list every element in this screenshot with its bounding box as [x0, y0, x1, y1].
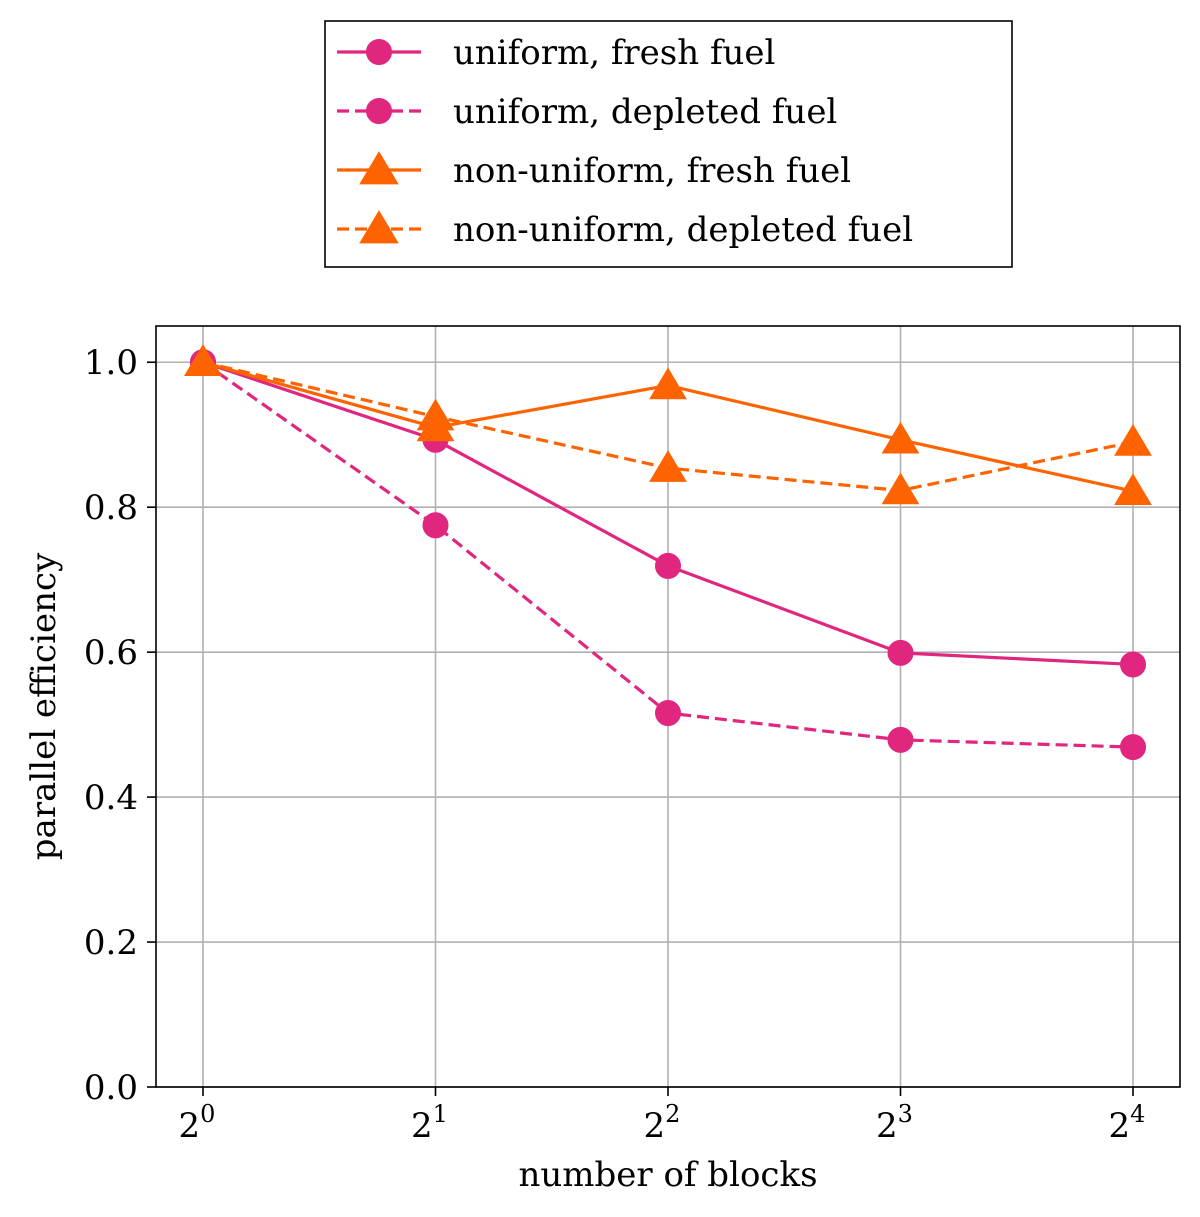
legend-entry-3: non-uniform, depleted fuel — [337, 210, 913, 250]
legend-marker-3 — [359, 210, 399, 244]
x-tick-label-4: 24 — [1109, 1100, 1146, 1146]
y-tick-label-1: 0.2 — [84, 923, 138, 963]
legend-marker-2 — [359, 151, 399, 185]
series-1-point-1 — [422, 512, 449, 539]
legend-label-2: non-uniform, fresh fuel — [453, 151, 851, 191]
y-tick-label-2: 0.4 — [84, 778, 138, 818]
series-2-point-2 — [649, 367, 687, 400]
y-axis-label: parallel efficiency — [24, 552, 64, 860]
legend-label-3: non-uniform, depleted fuel — [453, 210, 913, 250]
series-2-point-4 — [1114, 473, 1152, 506]
series-0-point-3 — [887, 639, 914, 666]
legend-marker-0 — [366, 39, 392, 65]
legend-marker-1 — [366, 98, 392, 124]
x-tick-label-1: 21 — [411, 1100, 448, 1146]
y-tick-label-5: 1.0 — [84, 343, 138, 383]
legend-box — [324, 20, 1013, 268]
series-0-point-4 — [1120, 651, 1146, 678]
series-3-point-3 — [881, 472, 920, 505]
series-1-point-2 — [655, 700, 681, 727]
series-3-point-4 — [1114, 423, 1152, 456]
series-0-point-2 — [655, 552, 681, 579]
series-3 — [184, 344, 1152, 505]
x-tick-label-0: 20 — [179, 1100, 216, 1146]
series-3-point-0 — [184, 344, 222, 376]
series-layer — [184, 344, 1152, 761]
x-axis-label: number of blocks — [518, 1155, 817, 1195]
y-tick-label-4: 0.8 — [84, 488, 138, 528]
x-tick-label-2: 22 — [644, 1100, 681, 1146]
series-3-point-2 — [649, 450, 687, 482]
y-tick-label-0: 0.0 — [84, 1068, 138, 1108]
legend: uniform, fresh fuel uniform, depleted fue… — [324, 20, 1013, 268]
legend-entry-0: uniform, fresh fuel — [337, 33, 775, 73]
series-1-point-3 — [887, 726, 914, 753]
legend-label-0: uniform, fresh fuel — [453, 33, 775, 73]
series-2-point-3 — [881, 421, 920, 454]
legend-entry-1: uniform, depleted fuel — [337, 92, 837, 132]
x-axis: 20 21 22 23 24 — [179, 1087, 1146, 1146]
series-1-point-4 — [1120, 734, 1146, 761]
legend-label-1: uniform, depleted fuel — [453, 92, 837, 132]
legend-entry-2: non-uniform, fresh fuel — [337, 151, 851, 191]
y-tick-label-3: 0.6 — [84, 633, 138, 673]
y-axis: 0.0 0.2 0.4 0.6 0.8 1.0 — [84, 343, 156, 1108]
series-3-point-1 — [416, 398, 455, 431]
x-tick-label-3: 23 — [876, 1100, 913, 1146]
